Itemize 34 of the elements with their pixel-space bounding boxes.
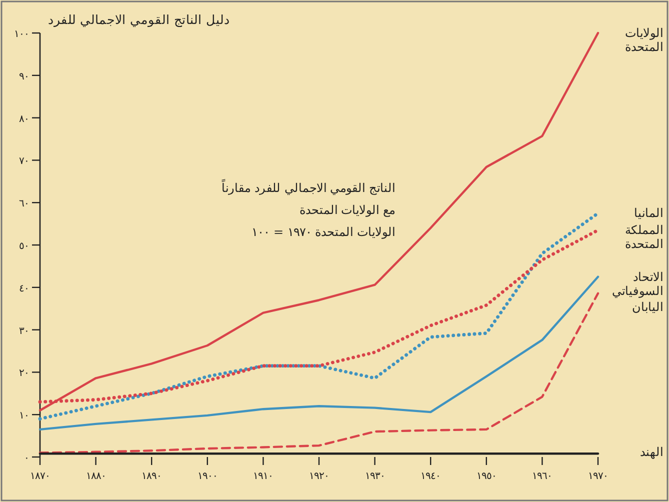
text: الولايات المتحدة [625, 26, 663, 54]
y-tick-label: ٦٠ [19, 198, 29, 210]
line-series [38, 276, 600, 431]
x-tick-label: ١٩٠٠ [197, 471, 218, 482]
text: الهند [640, 445, 663, 459]
annotation: مع الولايات المتحدة [299, 203, 395, 217]
y-tick-label: ٣٠ [19, 326, 29, 337]
x-tick-label: ١٩٣٠ [364, 471, 385, 482]
annotation: الولايات المتحدة ١٩٧٠ = ١٠٠ [252, 225, 395, 239]
x-tick-label: ١٨٨٠ [86, 471, 106, 482]
y-tick-label: ٨٠ [19, 114, 29, 125]
y-tick-label: ١٠٠ [14, 29, 29, 40]
y-tick-label: ٩٠ [19, 71, 29, 82]
series-label: الاتحاد السوفياتي [612, 270, 663, 298]
x-tick-label: ١٩٦٠ [532, 471, 552, 482]
text: المانيا [634, 206, 663, 220]
x-tick-label: ١٨٧٠ [30, 471, 50, 482]
x-tick-label: ١٩٥٠ [476, 471, 496, 482]
x-tick-label: ١٨٩٠ [142, 471, 162, 482]
annotation: الناتج القومي الاجمالي للفرد مقارناً [222, 179, 395, 195]
y-tick-label: ٠ [24, 453, 29, 464]
x-tick-label: ١٩٧٠ [588, 471, 608, 482]
y-tick-label: ٢٠ [19, 368, 29, 380]
text: اليابان [632, 300, 663, 314]
line-series [38, 32, 600, 412]
y-tick-label: ٥٠ [19, 241, 29, 252]
x-tick-label: ١٩٢٠ [309, 471, 329, 482]
y-tick-label: ٤٠ [19, 283, 29, 294]
y-tick-label: ٧٠ [19, 156, 29, 168]
x-tick-label: ١٩٤٠ [420, 471, 441, 482]
y-tick-label: ١٠ [19, 410, 29, 422]
x-tick-label: ١٩١٠ [253, 471, 274, 482]
y-axis-title: دليل الناتج القومي الاجمالي للفرد [48, 12, 230, 28]
text: المملكة المتحدة [625, 223, 663, 252]
